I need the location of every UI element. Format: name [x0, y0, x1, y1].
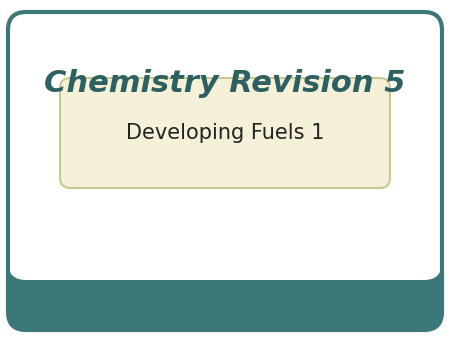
FancyBboxPatch shape: [8, 42, 442, 280]
FancyBboxPatch shape: [60, 78, 390, 188]
Bar: [8, 12, 442, 70]
FancyBboxPatch shape: [8, 12, 442, 330]
Text: Developing Fuels 1: Developing Fuels 1: [126, 123, 324, 143]
Text: Chemistry Revision 5: Chemistry Revision 5: [44, 69, 406, 97]
